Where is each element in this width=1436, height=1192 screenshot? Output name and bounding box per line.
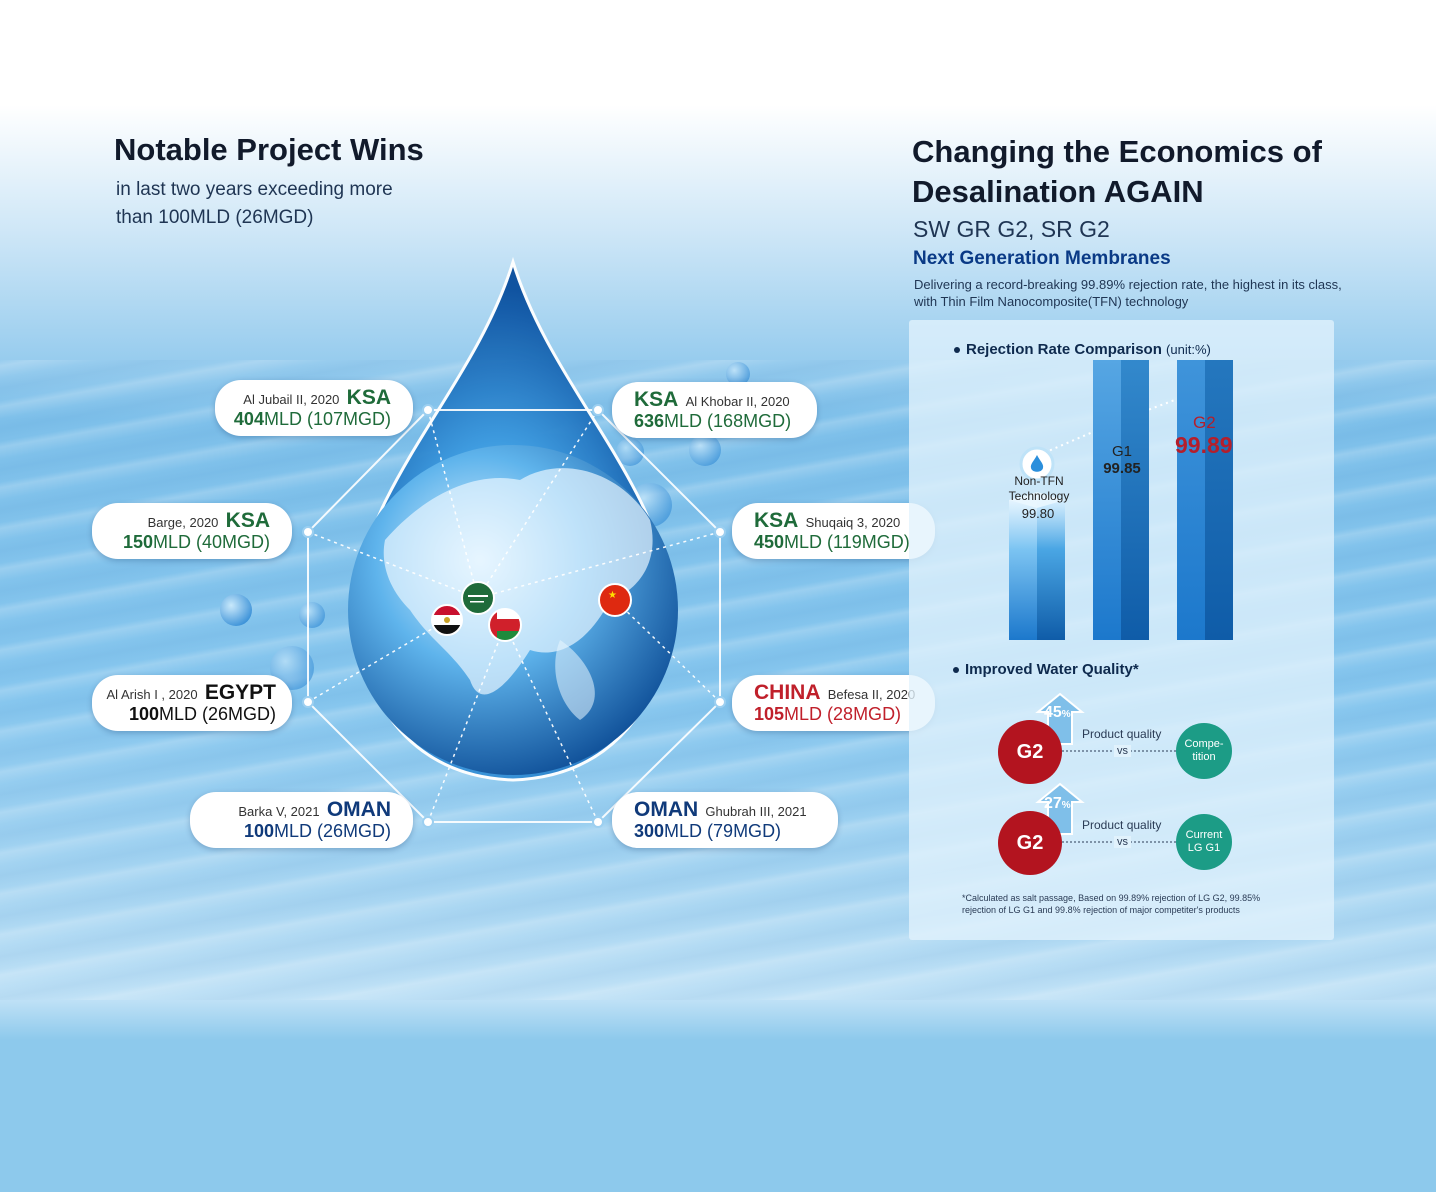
improvement-pct-competition: 45% (1044, 704, 1071, 721)
bubble (689, 434, 721, 466)
continents (555, 640, 595, 720)
bar-g1-front (1093, 360, 1121, 640)
bar-g1-side (1121, 360, 1149, 640)
quality-title: Improved Water Quality* (953, 661, 1139, 678)
bar-value-nontfn: 99.80 (1021, 506, 1055, 521)
project-card-befesa: CHINA Befesa II, 2020 105MLD (28MGD) (732, 675, 935, 731)
bar-nontfn-top (1009, 492, 1065, 508)
bar-nontfn-front (1009, 500, 1037, 640)
project-card-barge: Barge, 2020 KSA 150MLD (40MGD) (92, 503, 292, 559)
bar-value-g2: 99.89 (1175, 432, 1233, 458)
bubble (616, 438, 644, 466)
bubble (299, 602, 325, 628)
competition-badge: Compe-tition (1176, 723, 1232, 779)
vs-label: vs (1114, 836, 1131, 848)
project-card-shuqaiq: KSA Shuqaiq 3, 2020 450MLD (119MGD) (732, 503, 935, 559)
flag-egypt-icon (431, 604, 463, 636)
project-card-arish: Al Arish I , 2020 EGYPT 100MLD (26MGD) (92, 675, 292, 731)
bar-nontfn-side (1037, 500, 1065, 640)
bar-g2-side (1205, 360, 1233, 640)
description: Delivering a record-breaking 99.89% reje… (914, 277, 1342, 309)
bubble (726, 362, 750, 386)
product-quality-label: Product quality (1082, 727, 1162, 741)
project-card-khobar: KSA Al Khobar II, 2020 636MLD (168MGD) (612, 382, 817, 438)
left-title: Notable Project Wins (114, 132, 424, 167)
improvement-pct-g1: 27% (1044, 795, 1071, 812)
tagline: Next Generation Membranes (913, 248, 1171, 269)
flag-oman-icon (488, 608, 522, 642)
rejection-title: Rejection Rate Comparison (unit:%) (954, 341, 1211, 358)
bubble (220, 594, 252, 626)
rejection-bar-chart (1009, 360, 1233, 640)
flag-china-icon: ★ (598, 583, 632, 617)
vs-label: vs (1114, 745, 1131, 757)
lg-g1-badge: Current LG G1 (1176, 814, 1232, 870)
bar-label-nontfn: Non-TFN Technology (1008, 474, 1070, 503)
bar-value-g1: 99.85 (1103, 460, 1141, 477)
bar-label-g1: G1 (1111, 443, 1132, 460)
footnote: *Calculated as salt passage, Based on 99… (962, 893, 1261, 915)
g2-badge: G2 (998, 720, 1062, 784)
continents (383, 468, 653, 695)
bar-label-g2: G2 (1193, 413, 1216, 432)
project-card-barka: Barka V, 2021 OMAN 100MLD (26MGD) (190, 792, 413, 848)
svg-text:★: ★ (608, 590, 617, 601)
product-name: SW GR G2, SR G2 (913, 216, 1110, 242)
g2-badge: G2 (998, 811, 1062, 875)
bar-g2-front (1177, 360, 1205, 640)
right-title: Changing the Economics of Desalination A… (912, 134, 1322, 209)
water-drop-icon (1030, 455, 1044, 472)
flag-saudi-icon (461, 581, 495, 615)
left-subtitle: in last two years exceeding more than 10… (116, 179, 393, 228)
product-quality-label: Product quality (1082, 818, 1162, 832)
project-card-ghubrah: OMAN Ghubrah III, 2021 300MLD (79MGD) (612, 792, 838, 848)
project-card-jubail: Al Jubail II, 2020 KSA 404MLD (107MGD) (215, 380, 413, 436)
